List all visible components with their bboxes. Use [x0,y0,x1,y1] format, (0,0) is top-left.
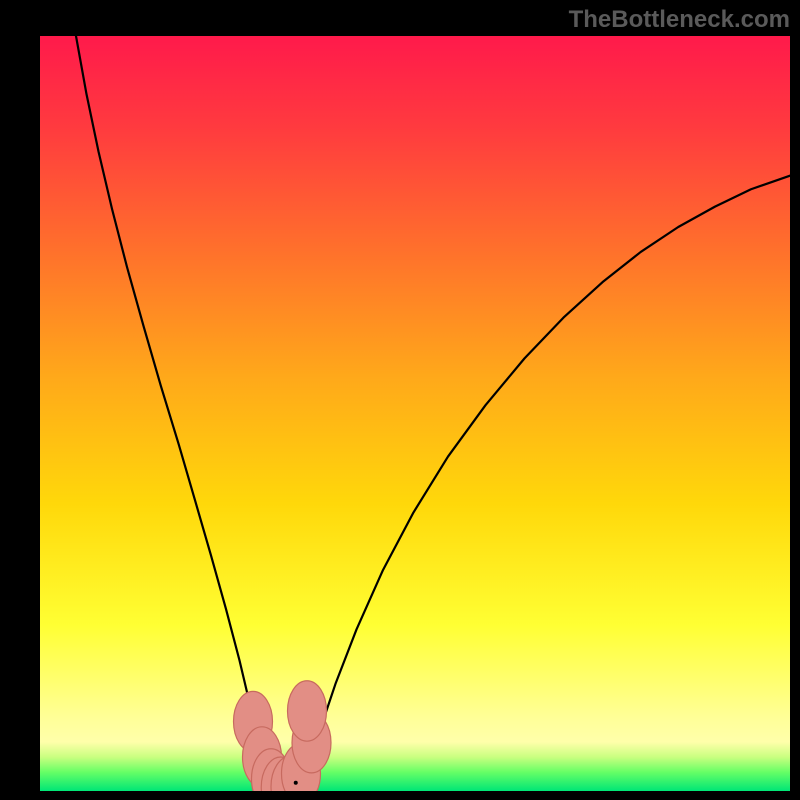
plot-area [40,36,790,791]
curve-min-dot [294,781,298,785]
watermark-text: TheBottleneck.com [569,6,790,34]
gradient-background [40,36,790,791]
bottleneck-chart [40,36,790,791]
curve-marker [288,681,327,741]
frame: TheBottleneck.com [0,0,800,800]
